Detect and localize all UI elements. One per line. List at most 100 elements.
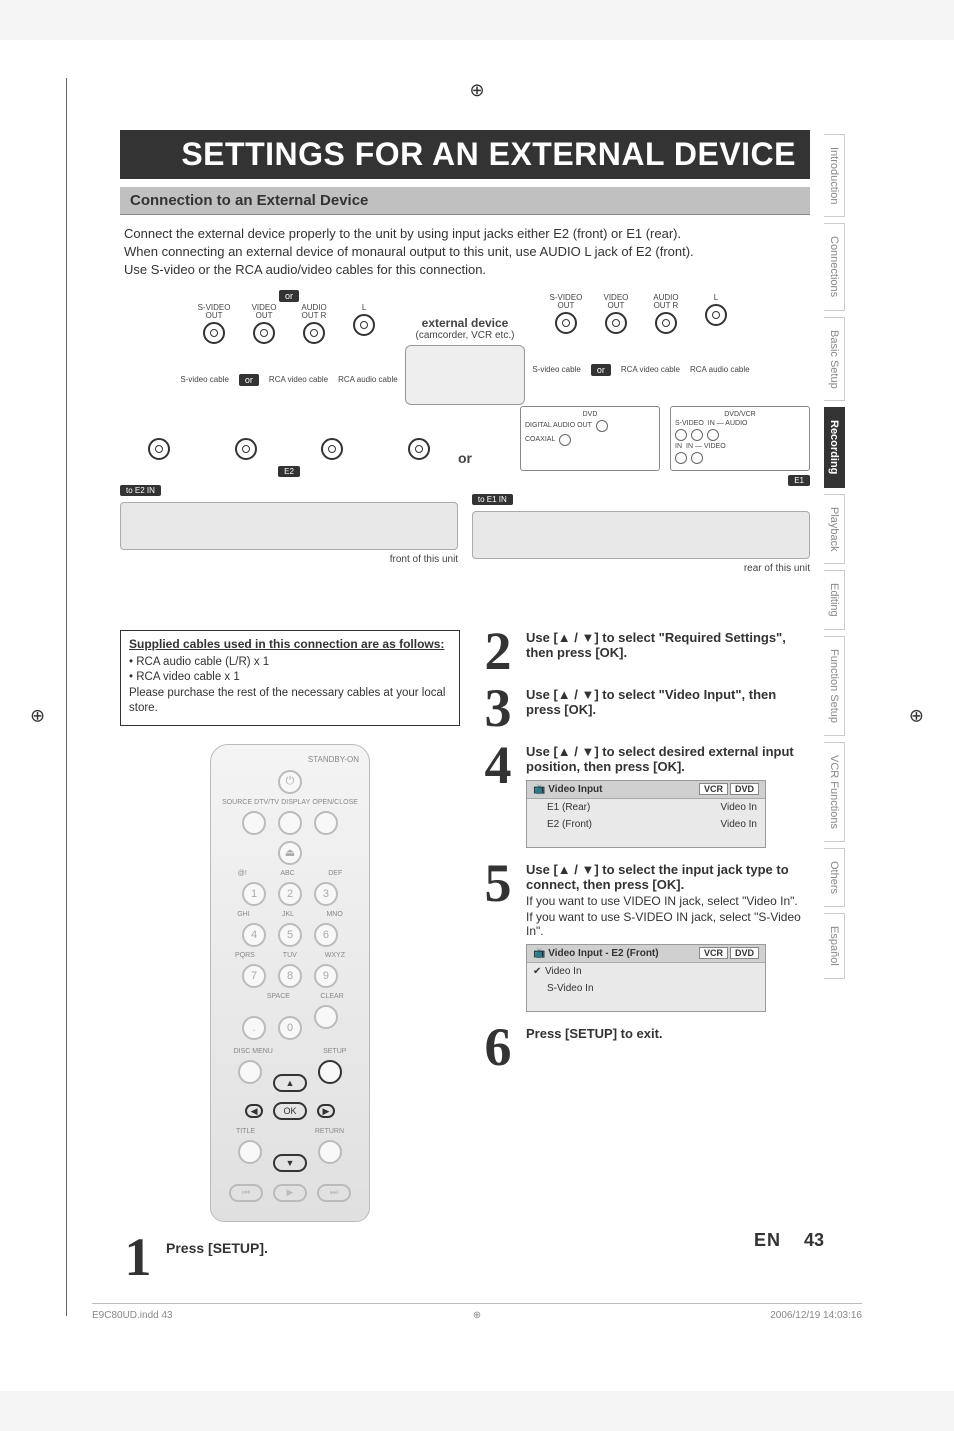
side-tab-basic-setup[interactable]: Basic Setup [824, 317, 845, 402]
crop-mark-top: ⊕ [469, 80, 484, 101]
digit-button: 6 [314, 923, 338, 947]
eject-icon: ⏏ [278, 841, 302, 865]
rear-io-left: DVD DIGITAL AUDIO OUT COAXIAL [520, 406, 660, 471]
up-arrow-button: ▲ [273, 1074, 307, 1092]
to-e2-label: to E2 IN [120, 485, 161, 496]
play-button: ▶ [273, 1184, 307, 1202]
remote-label: WXYZ [325, 952, 345, 959]
step-text: Use [▲ / ▼] to select the input jack typ… [526, 862, 789, 892]
return-button [318, 1140, 342, 1164]
osd-option: S-Video In [547, 983, 594, 994]
unit-front-box [120, 502, 458, 550]
osd-tab: DVD [730, 783, 759, 795]
side-tab-playback[interactable]: Playback [824, 494, 845, 565]
step-number: 6 [480, 1026, 516, 1069]
side-tab-recording[interactable]: Recording [824, 407, 845, 487]
side-tab-espanol[interactable]: Español [824, 913, 845, 979]
osd-val: Video In [720, 802, 757, 813]
side-tab-vcr-functions[interactable]: VCR Functions [824, 742, 845, 842]
digit-button: 4 [242, 923, 266, 947]
section-subtitle: Connection to an External Device [120, 187, 810, 215]
remote-control-illustration: STANDBY-ON ⏻ SOURCE DTV/TV DISPLAY OPEN/… [210, 744, 370, 1222]
step-text: Press [SETUP] to exit. [526, 1026, 663, 1041]
ok-button: OK [273, 1102, 307, 1120]
step-text: Use [▲ / ▼] to select "Video Input", the… [526, 687, 776, 717]
cable-label: S-video cable [532, 366, 580, 376]
or-badge: or [239, 374, 259, 386]
intro-line: Connect the external device properly to … [124, 225, 806, 243]
osd-val: Video In [720, 819, 757, 830]
remote-button [314, 811, 338, 835]
digit-button: 2 [278, 882, 302, 906]
disc-menu-button [238, 1060, 262, 1084]
e1-badge: E1 [788, 475, 810, 486]
side-tab-introduction[interactable]: Introduction [824, 134, 845, 217]
standby-label: STANDBY-ON [308, 755, 359, 764]
osd-option: Video In [545, 966, 582, 977]
title-button [238, 1140, 262, 1164]
step-number: 5 [480, 862, 516, 905]
supplied-cables-box: Supplied cables used in this connection … [120, 630, 460, 726]
power-button-icon: ⏻ [278, 770, 302, 794]
side-tab-others[interactable]: Others [824, 848, 845, 907]
step-note: If you want to use S-VIDEO IN jack, sele… [526, 910, 810, 938]
remote-button [242, 811, 266, 835]
side-tab-function-setup[interactable]: Function Setup [824, 636, 845, 736]
cable-label: S-video cable [180, 376, 228, 386]
remote-label: TUV [283, 952, 297, 959]
jack-icon [408, 438, 430, 460]
remote-label: MNO [326, 911, 342, 918]
remote-label: DISC MENU [234, 1048, 273, 1055]
jack-label: AUDIO OUT R [645, 294, 687, 336]
remote-label: CLEAR [320, 993, 343, 1000]
unit-front-caption: front of this unit [120, 554, 458, 565]
remote-label: RETURN [315, 1128, 344, 1135]
setup-button [318, 1060, 342, 1084]
side-tab-editing[interactable]: Editing [824, 570, 845, 630]
unit-rear-caption: rear of this unit [472, 563, 810, 574]
supplied-heading: Supplied cables used in this connection … [129, 637, 451, 651]
digit-button: . [242, 1016, 266, 1040]
rear-io-right: DVD/VCR S-VIDEOIN — AUDIO ININ — VIDEO [670, 406, 810, 471]
footer-meta: E9C80UD.indd 43 ⊕ 2006/12/19 14:03:16 [92, 1303, 862, 1321]
step-number: 2 [480, 630, 516, 673]
digit-button: 0 [278, 1016, 302, 1040]
jack-label: VIDEO OUT [595, 294, 637, 336]
side-tabs: Introduction Connections Basic Setup Rec… [824, 134, 848, 985]
osd-tab: VCR [699, 783, 728, 795]
osd-tab: VCR [699, 947, 728, 959]
page-number: EN 43 [754, 1230, 824, 1251]
jack-label: AUDIO OUT R [293, 304, 335, 346]
skip-back-button: ⏮ [229, 1184, 263, 1202]
e2-badge: E2 [278, 466, 300, 477]
step-5: 5 Use [▲ / ▼] to select the input jack t… [480, 862, 810, 1012]
digit-button: 1 [242, 882, 266, 906]
step-3: 3 Use [▲ / ▼] to select "Video Input", t… [480, 687, 810, 730]
digit-button: 3 [314, 882, 338, 906]
cable-label: RCA audio cable [690, 366, 750, 376]
side-tab-connections[interactable]: Connections [824, 223, 845, 310]
remote-label: SETUP [323, 1048, 346, 1055]
step-4: 4 Use [▲ / ▼] to select desired external… [480, 744, 810, 848]
step-text: Press [SETUP]. [166, 1236, 268, 1256]
page-title-banner: SETTINGS FOR AN EXTERNAL DEVICE [120, 130, 810, 179]
remote-label: SPACE [267, 993, 290, 1000]
lang-code: EN [754, 1230, 781, 1250]
cable-label: RCA audio cable [338, 376, 398, 386]
digit-button: 7 [242, 964, 266, 988]
content-area: SETTINGS FOR AN EXTERNAL DEVICE Connecti… [120, 130, 810, 1279]
jack-label: L [695, 294, 737, 328]
supplied-note: Please purchase the rest of the necessar… [129, 686, 451, 717]
step-number: 3 [480, 687, 516, 730]
step-text: Use [▲ / ▼] to select desired external i… [526, 744, 794, 774]
jack-icon [321, 438, 343, 460]
remote-label: GHI [237, 911, 249, 918]
remote-label: DTV/TV [254, 799, 279, 806]
crop-mark-left: ⊕ [30, 705, 45, 726]
step-1: 1 Press [SETUP]. [120, 1236, 460, 1279]
remote-label: OPEN/CLOSE [312, 799, 358, 806]
footer-file: E9C80UD.indd 43 [92, 1310, 173, 1321]
supplied-item: • RCA video cable x 1 [129, 670, 451, 686]
intro-text: Connect the external device properly to … [124, 225, 806, 280]
step-number: 1 [120, 1236, 156, 1279]
